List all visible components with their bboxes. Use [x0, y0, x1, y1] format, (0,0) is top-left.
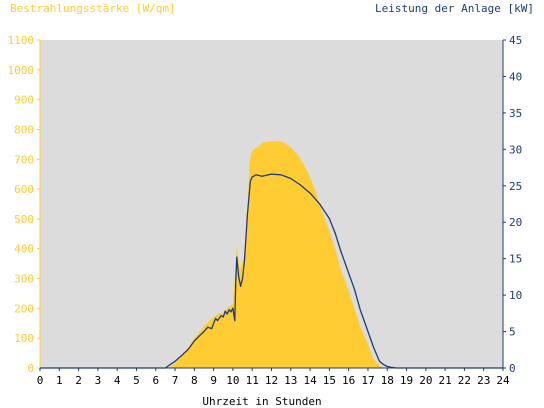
- x-tick-label: 6: [152, 374, 159, 387]
- x-tick-label: 22: [458, 374, 471, 387]
- y-right-tick-label: 10: [509, 289, 522, 302]
- y-left-tick-label: 300: [14, 273, 34, 286]
- x-tick-label: 0: [37, 374, 44, 387]
- series-layer: [40, 141, 503, 369]
- x-tick-label: 23: [477, 374, 490, 387]
- x-tick-label: 2: [75, 374, 82, 387]
- y-left-tick-label: 900: [14, 94, 34, 107]
- x-tick-label: 12: [265, 374, 278, 387]
- x-tick-label: 11: [246, 374, 259, 387]
- x-tick-label: 8: [191, 374, 198, 387]
- y-left-tick-label: 1000: [8, 64, 35, 77]
- axes-layer: 0100200300400500600700800900100011000510…: [8, 34, 523, 387]
- x-tick-label: 19: [400, 374, 413, 387]
- x-tick-label: 7: [172, 374, 179, 387]
- y-left-tick-label: 0: [27, 362, 34, 375]
- y-left-tick-label: 100: [14, 332, 34, 345]
- irradiance-area: [40, 141, 503, 368]
- x-tick-label: 3: [95, 374, 102, 387]
- x-tick-label: 16: [342, 374, 355, 387]
- x-tick-label: 18: [381, 374, 394, 387]
- y-left-tick-label: 500: [14, 213, 34, 226]
- x-tick-label: 5: [133, 374, 140, 387]
- power-line: [40, 173, 503, 369]
- x-tick-label: 15: [323, 374, 336, 387]
- y-left-tick-label: 1100: [8, 34, 35, 47]
- x-tick-label: 4: [114, 374, 121, 387]
- x-axis-title: Uhrzeit in Stunden: [202, 395, 321, 408]
- y-right-tick-label: 25: [509, 180, 522, 193]
- right-axis-title: Leistung der Anlage [kW]: [375, 2, 534, 15]
- x-tick-label: 21: [439, 374, 452, 387]
- y-right-tick-label: 35: [509, 107, 522, 120]
- y-left-tick-label: 200: [14, 302, 34, 315]
- y-right-tick-label: 40: [509, 70, 522, 83]
- y-left-tick-label: 800: [14, 123, 34, 136]
- x-tick-label: 10: [226, 374, 239, 387]
- x-tick-label: 20: [419, 374, 432, 387]
- y-right-tick-label: 30: [509, 143, 522, 156]
- x-tick-label: 13: [284, 374, 297, 387]
- y-left-tick-label: 600: [14, 183, 34, 196]
- x-tick-label: 24: [496, 374, 510, 387]
- y-right-tick-label: 15: [509, 253, 522, 266]
- y-right-tick-label: 5: [509, 326, 516, 339]
- y-left-tick-label: 700: [14, 153, 34, 166]
- x-tick-label: 17: [361, 374, 374, 387]
- left-axis-title: Bestrahlungsstärke [W/qm]: [10, 2, 176, 15]
- y-right-tick-label: 0: [509, 362, 516, 375]
- x-tick-label: 14: [303, 374, 317, 387]
- x-tick-label: 9: [210, 374, 217, 387]
- y-left-tick-label: 400: [14, 243, 34, 256]
- y-right-tick-label: 45: [509, 34, 522, 47]
- x-tick-label: 1: [56, 374, 63, 387]
- y-right-tick-label: 20: [509, 216, 522, 229]
